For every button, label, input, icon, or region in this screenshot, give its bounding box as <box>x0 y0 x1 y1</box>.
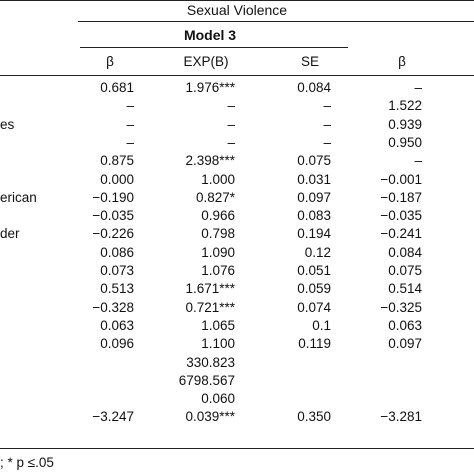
cell-expb: – <box>227 98 235 114</box>
bottom-rule <box>0 448 474 449</box>
cell-expb: 1.090 <box>201 244 235 260</box>
cell-beta: 0.681 <box>100 80 134 95</box>
column-header-se: SE <box>300 54 320 69</box>
column-header-beta: β <box>106 54 114 69</box>
cell-expb: 0.060 <box>201 391 235 407</box>
cell-se: 0.084 <box>297 80 331 95</box>
cell-expb: 0.966 <box>201 208 235 224</box>
cell-expb: 1.976*** <box>185 80 235 95</box>
model-label-rule <box>80 47 348 48</box>
cell-se: 0.12 <box>304 244 331 260</box>
cell-expb: 0.721*** <box>185 299 235 315</box>
cell-expb: 1.000 <box>201 171 235 187</box>
cell-beta: – <box>126 116 134 132</box>
cell-beta-2: 0.063 <box>388 317 422 333</box>
cell-beta: – <box>126 134 134 150</box>
cell-beta-2: −0.325 <box>380 299 422 315</box>
cell-beta-2: −0.035 <box>380 208 422 224</box>
cell-expb: 1.065 <box>201 317 235 333</box>
cell-beta-2: – <box>414 80 422 95</box>
cell-beta: 0.073 <box>100 263 134 278</box>
row-label: erican <box>0 189 37 205</box>
cell-se: 0.097 <box>297 189 331 205</box>
cell-beta-2: 0.939 <box>388 116 422 132</box>
cell-beta-2: −0.241 <box>380 226 422 242</box>
cell-expb: – <box>227 116 235 132</box>
cell-beta: −0.035 <box>92 208 134 224</box>
cell-beta-2: 0.950 <box>388 134 422 150</box>
column-header-expb: EXP(B) <box>183 54 229 69</box>
cell-beta-2: 0.097 <box>388 336 422 352</box>
cell-se: 0.119 <box>298 336 331 352</box>
cell-se: 0.059 <box>297 281 331 297</box>
cell-beta-2: 0.514 <box>388 281 422 297</box>
cell-beta-2: 0.084 <box>388 244 422 260</box>
cell-expb: 330.823 <box>186 354 235 370</box>
cell-se: 0.031 <box>297 171 331 187</box>
cell-beta: 0.875 <box>100 153 134 169</box>
cell-se: 0.051 <box>297 263 331 278</box>
table-footnote: ; * p ≤.05 <box>0 455 54 470</box>
cell-beta-2: 1.522 <box>388 98 422 114</box>
column-header-beta-2: β <box>398 54 406 69</box>
cell-beta: 0.063 <box>100 317 134 333</box>
cell-beta: −0.328 <box>92 299 134 315</box>
cell-se: 0.074 <box>297 299 331 315</box>
cell-se: – <box>323 116 331 132</box>
cell-beta-2: −0.001 <box>380 171 422 187</box>
model-label: Model 3 <box>183 27 237 43</box>
cell-expb: 0.039*** <box>185 409 235 425</box>
cell-beta-2: −0.187 <box>380 189 422 205</box>
cell-beta: – <box>126 98 134 114</box>
row-label: es <box>0 116 15 132</box>
cell-expb: 6798.567 <box>178 372 235 388</box>
group-header-rule <box>78 21 474 22</box>
cell-se: 0.350 <box>297 409 331 425</box>
cell-se: 0.1 <box>312 317 331 333</box>
cell-beta: −0.226 <box>92 226 134 242</box>
cell-expb: 1.100 <box>201 336 235 352</box>
cell-expb: 0.798 <box>201 226 235 242</box>
group-header: Sexual Violence <box>186 2 288 18</box>
cell-beta-2: −3.281 <box>380 409 422 425</box>
table-top-rule <box>0 0 474 1</box>
cell-expb: 1.671*** <box>185 281 235 297</box>
row-label: der <box>0 226 20 242</box>
cell-beta: 0.000 <box>100 171 134 187</box>
cell-beta: −0.190 <box>92 189 134 205</box>
cell-beta: 0.513 <box>100 281 134 297</box>
cell-se: 0.194 <box>297 226 331 242</box>
cell-beta: 0.096 <box>100 336 134 352</box>
cell-beta-2: 0.075 <box>388 263 422 278</box>
cell-se: – <box>323 134 331 150</box>
cell-expb: 1.076 <box>201 263 235 278</box>
cell-se: – <box>323 98 331 114</box>
cell-expb: – <box>227 134 235 150</box>
header-rule <box>0 75 474 76</box>
cell-beta: 0.086 <box>100 244 134 260</box>
cell-se: 0.083 <box>297 208 331 224</box>
cell-expb: 2.398*** <box>185 153 235 169</box>
cell-se: 0.075 <box>297 153 331 169</box>
cell-beta: −3.247 <box>92 409 134 425</box>
cell-beta-2: – <box>414 153 422 169</box>
cell-expb: 0.827* <box>195 189 235 205</box>
